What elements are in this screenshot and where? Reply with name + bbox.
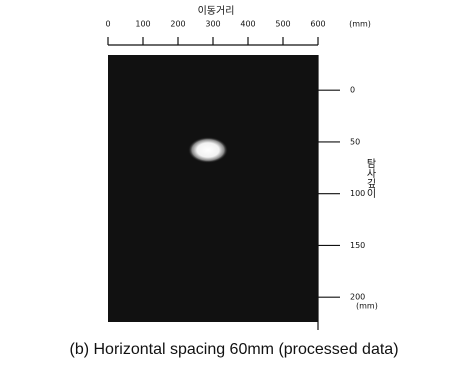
x-unit: (mm) [349, 20, 371, 29]
y-tick-label: 0 [350, 86, 355, 95]
x-tick-label: 0 [105, 20, 110, 29]
x-tick-label: 600 [310, 20, 325, 29]
page: {"chart_data": {"type": "image", "title"… [0, 0, 468, 368]
figure: 이동거리 (mm) (mm) 탐사깊이 (b) Horizontal spaci… [0, 0, 468, 368]
radar-image [108, 55, 318, 322]
x-axis-title: 이동거리 [198, 5, 235, 17]
y-tick-label: 100 [350, 189, 365, 198]
x-tick-label: 200 [170, 20, 185, 29]
reflection-blob [188, 137, 228, 163]
x-tick-label: 300 [205, 20, 220, 29]
x-tick-label: 400 [240, 20, 255, 29]
y-unit: (mm) [356, 302, 378, 311]
y-tick-label: 200 [350, 293, 365, 302]
y-tick-label: 50 [350, 137, 360, 146]
x-tick-label: 500 [275, 20, 290, 29]
x-tick-label: 100 [135, 20, 150, 29]
caption: (b) Horizontal spacing 60mm (processed d… [69, 341, 398, 358]
y-tick-label: 150 [350, 241, 365, 250]
y-axis-title: 탐사깊이 [364, 158, 376, 199]
